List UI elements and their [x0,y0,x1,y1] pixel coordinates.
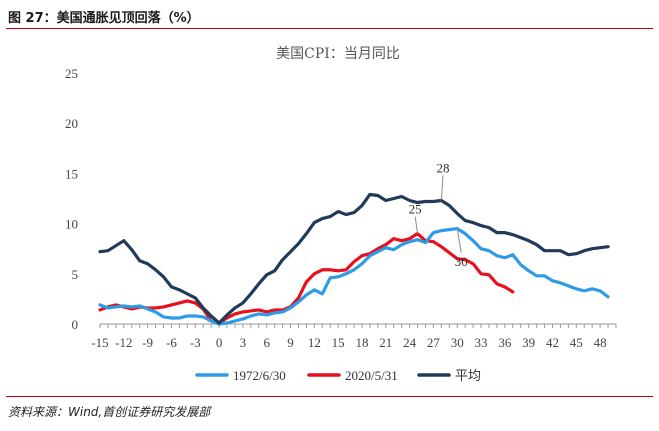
series-lines [98,192,610,326]
annotations: 28 25 30 [409,160,468,268]
x-tick-label: 36 [498,335,512,350]
annotation-label: 30 [455,254,468,269]
annotation-leader [414,216,419,234]
series-line-0 [98,227,610,326]
x-tick-label: 9 [287,335,294,350]
y-tick-labels: 0 5 10 15 20 25 [65,66,78,332]
series-line-1 [98,232,515,325]
x-tick-label: 6 [263,335,270,350]
annotation-leader [440,175,444,201]
legend: 1972/6/30 2020/5/31 平均 [195,368,481,383]
x-tick-label: 15 [332,335,345,350]
x-tick-label: 45 [570,335,583,350]
x-tick-label: -12 [115,335,132,350]
figure-header: 图 27：美国通胀见顶回落（%） [0,0,659,30]
y-tick-label: 15 [65,166,78,181]
y-tick-label: 0 [72,317,79,332]
x-tick-label: 3 [240,335,247,350]
annotation-leader [456,228,462,253]
y-tick-label: 20 [65,116,78,131]
x-tick-label: -6 [166,335,177,350]
footer-rule [6,396,653,397]
legend-label: 2020/5/31 [345,368,398,383]
series-line-2 [98,192,610,325]
x-tick-label: 39 [522,335,535,350]
y-tick-label: 10 [65,217,78,232]
x-tick-label: 30 [451,335,464,350]
x-tick-label: 0 [216,335,223,350]
header-rule [6,28,653,29]
legend-label: 1972/6/30 [233,368,286,383]
legend-label: 平均 [455,368,481,383]
annotation-label: 28 [436,160,449,175]
x-tick-label: -15 [91,335,108,350]
x-tick-label: 21 [379,335,392,350]
x-tick-label: 27 [427,335,441,350]
x-tick-label: 12 [308,335,321,350]
x-tick-label: -3 [190,335,201,350]
y-tick-label: 5 [72,267,79,282]
chart-title: 美国CPI：当月同比 [276,46,400,62]
x-tick-label: 18 [355,335,368,350]
x-tick-label: 24 [403,335,417,350]
x-tick-label: 33 [475,335,488,350]
figure-caption: 图 27：美国通胀见顶回落（%） [8,11,200,26]
x-tick-label: 48 [594,335,607,350]
x-tick-label: -9 [142,335,153,350]
x-tick-label: 42 [546,335,559,350]
x-axis: -15 -12 -9 -6 -3 0 3 6 9 12 15 18 21 24 27 30 33 36 39 42 45… [91,323,617,350]
source-note: 资料来源：Wind,首创证券研究发展部 [8,405,211,419]
annotation-label: 25 [409,202,422,217]
y-tick-label: 25 [65,66,78,81]
